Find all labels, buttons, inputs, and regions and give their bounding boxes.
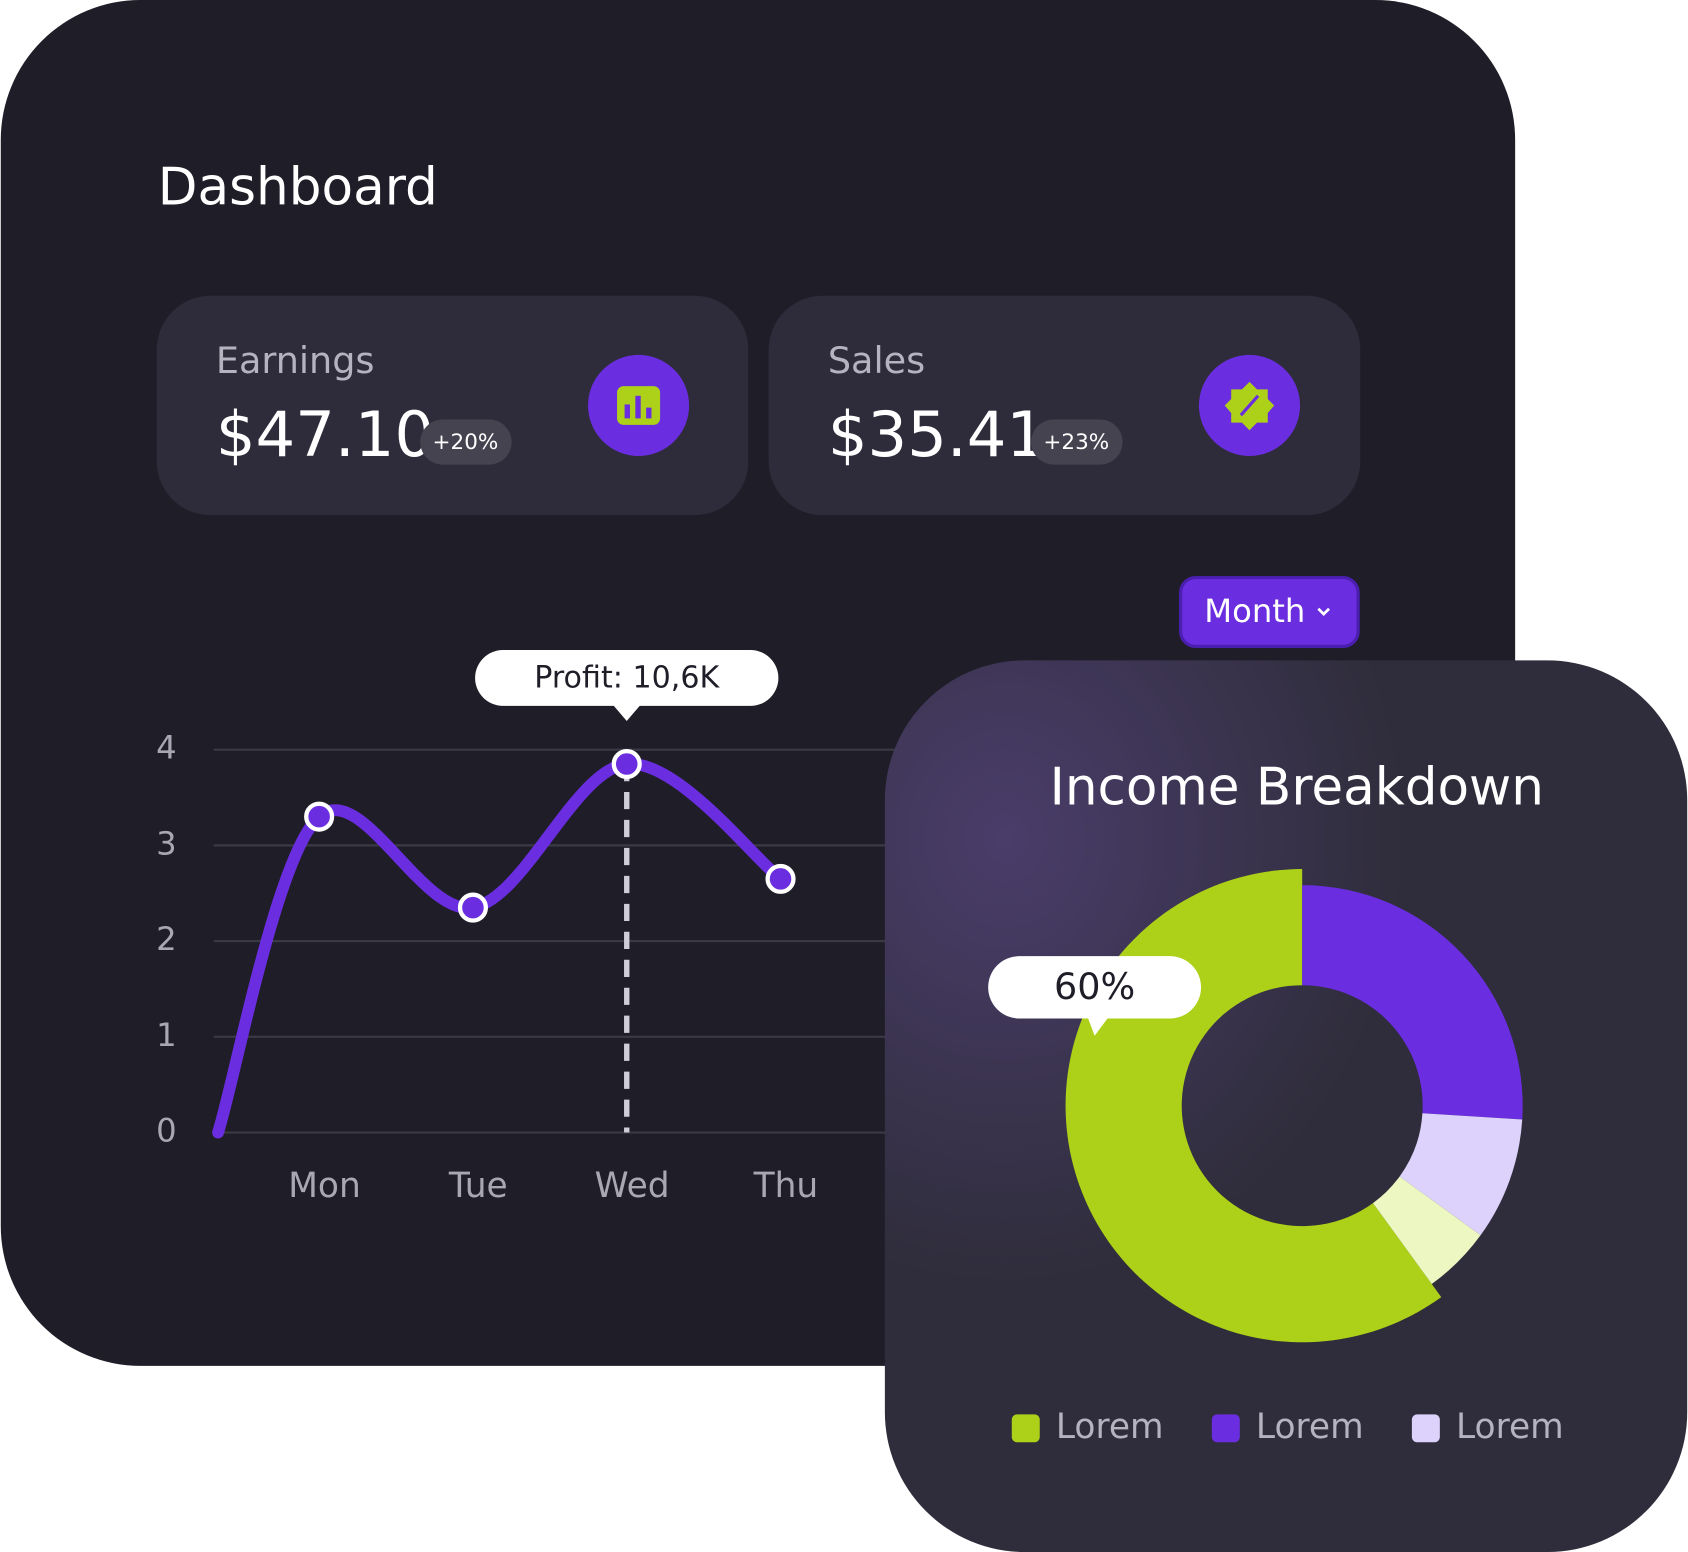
icon-bar bbox=[624, 404, 630, 419]
value-label-bg bbox=[988, 956, 1202, 1036]
point bbox=[457, 892, 488, 923]
card-change: +20% bbox=[433, 430, 499, 455]
pie-slice bbox=[1372, 1176, 1481, 1285]
point bbox=[304, 801, 335, 832]
card-bg bbox=[768, 295, 1361, 516]
card-label: Earnings bbox=[216, 339, 375, 382]
legend-label: Lorem bbox=[1456, 1407, 1564, 1447]
pie-chart: 60% Lorem Lorem Lorem bbox=[988, 869, 1564, 1447]
month-button[interactable]: Month bbox=[1179, 575, 1360, 649]
icon-slash bbox=[1239, 394, 1260, 417]
x-tick-label: Mon bbox=[288, 1166, 361, 1206]
card-label: Sales bbox=[828, 339, 925, 382]
y-tick-label: 0 bbox=[156, 1112, 177, 1150]
x-tick-label: Tue bbox=[448, 1166, 508, 1206]
y-tick-label: 2 bbox=[156, 920, 177, 958]
earnings-card: Earnings $47.10 +20% bbox=[156, 295, 749, 516]
change-pill bbox=[420, 419, 512, 465]
page-title: Dashboard bbox=[158, 157, 438, 217]
button-label[interactable]: Month bbox=[1204, 592, 1305, 630]
x-tick-label: Thu bbox=[753, 1166, 819, 1206]
pie-slice bbox=[1302, 885, 1523, 1120]
card-bg bbox=[156, 295, 749, 516]
point bbox=[765, 863, 796, 894]
icon-bar bbox=[646, 407, 652, 419]
icon-bar bbox=[635, 395, 641, 419]
tooltip-bg bbox=[475, 650, 779, 721]
card-value: $47.10 bbox=[216, 398, 434, 471]
y-tick-label: 1 bbox=[156, 1016, 177, 1054]
legend-label: Lorem bbox=[1256, 1407, 1364, 1447]
chevron bbox=[1317, 607, 1331, 617]
income-panel bbox=[884, 660, 1688, 1552]
x-tick-label: Wed bbox=[595, 1166, 670, 1206]
legend-swatch bbox=[1011, 1414, 1040, 1443]
card-change: +23% bbox=[1043, 430, 1109, 455]
tooltip-text: Profit: 10,6K bbox=[534, 661, 720, 696]
change-pill bbox=[1031, 419, 1123, 465]
pie-title: Income Breakdown bbox=[1050, 758, 1544, 818]
legend-label: Lorem bbox=[1056, 1407, 1164, 1447]
legend-swatch bbox=[1211, 1414, 1240, 1443]
y-tick-label: 3 bbox=[156, 824, 177, 862]
pie-slice bbox=[1399, 1113, 1523, 1236]
card-value: $35.41 bbox=[828, 398, 1046, 471]
point bbox=[611, 748, 642, 780]
legend-swatch bbox=[1411, 1414, 1440, 1443]
sales-card: Sales $35.41 +23% bbox=[768, 295, 1361, 516]
y-tick-label: 4 bbox=[156, 729, 177, 767]
value-label: 60% bbox=[1054, 965, 1135, 1008]
button-bg[interactable] bbox=[1179, 575, 1360, 649]
